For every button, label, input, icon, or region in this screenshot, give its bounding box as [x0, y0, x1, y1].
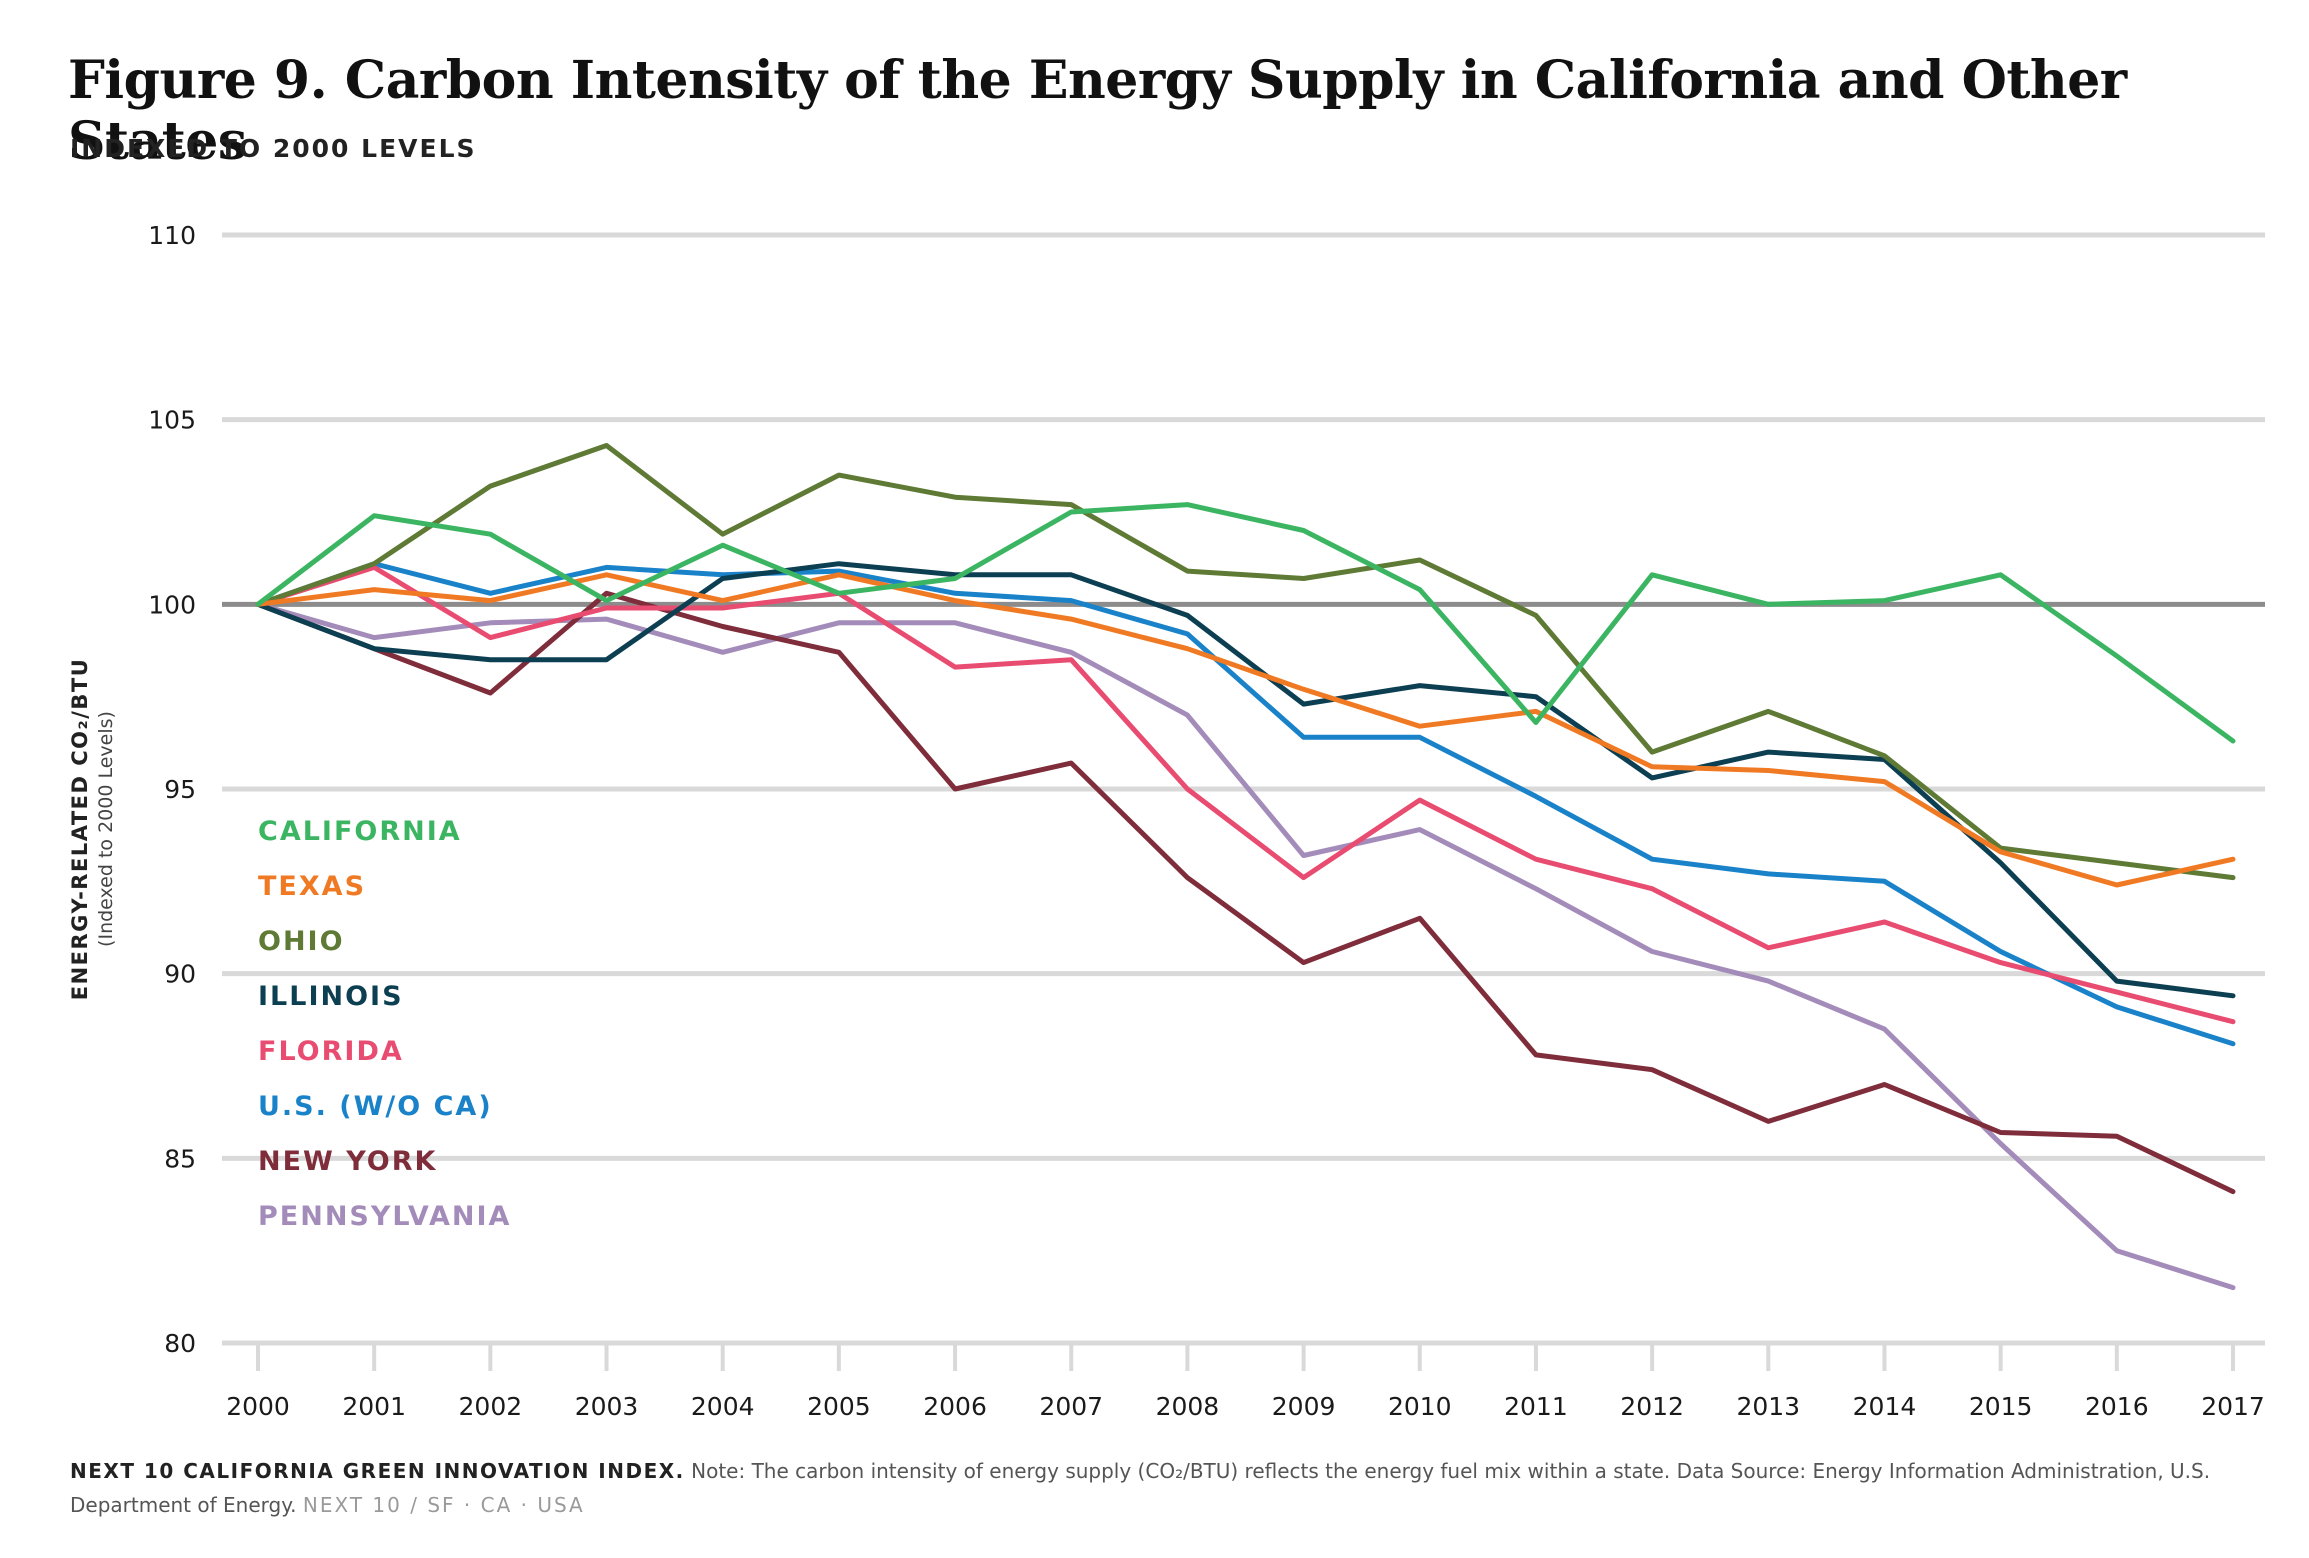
x-tick-label: 2010 [1388, 1392, 1452, 1421]
x-tick-label: 2005 [807, 1392, 871, 1421]
series-line-florida [255, 564, 2236, 1025]
legend: CALIFORNIA TEXAS OHIO ILLINOIS FLORIDA U.S. (… [258, 816, 511, 1232]
y-axis-title: ENERGY-RELATED CO₂/BTU [68, 658, 92, 1001]
x-tick-label: 2012 [1620, 1392, 1684, 1421]
legend-item-texas: TEXAS [258, 871, 366, 902]
y-tick-label: 105 [148, 406, 196, 435]
axes: 80 85 90 95 100 105 110 2000 2001 2002 2003 2004 200… [68, 221, 2265, 1421]
brand-label: NEXT 10 / SF · CA · USA [302, 1493, 585, 1517]
x-tick-label: 2014 [1853, 1392, 1917, 1421]
series-line-pennsylvania [255, 601, 2236, 1291]
x-tick-label: 2006 [923, 1392, 987, 1421]
x-tick-label: 2003 [575, 1392, 639, 1421]
x-tick-label: 2015 [1969, 1392, 2033, 1421]
x-tick-label: 2017 [2201, 1392, 2265, 1421]
y-tick-label: 85 [164, 1144, 196, 1173]
chart-title: Figure 9. Carbon Intensity of the Energy… [68, 50, 2127, 172]
series-line-texas [255, 572, 2236, 888]
x-tick-label: 2016 [2085, 1392, 2149, 1421]
chart-subtitle: INDEXED TO 2000 LEVELS [70, 134, 477, 163]
x-tick-label: 2000 [226, 1392, 290, 1421]
line-chart: 80 85 90 95 100 105 110 2000 2001 2002 2003 2004 200… [68, 221, 2265, 1421]
y-tick-label: 80 [164, 1329, 196, 1358]
x-tick-label: 2007 [1039, 1392, 1103, 1421]
legend-item-pennsylvania: PENNSYLVANIA [258, 1201, 511, 1232]
gridlines [222, 232, 2265, 1346]
y-tick-label: 95 [164, 775, 196, 804]
legend-item-california: CALIFORNIA [258, 816, 462, 847]
source-label: NEXT 10 CALIFORNIA GREEN INNOVATION INDE… [70, 1459, 685, 1483]
series-line-ohio [255, 443, 2236, 881]
series-line-illinois [255, 561, 2236, 999]
x-tick-label: 2009 [1272, 1392, 1336, 1421]
legend-item-ohio: OHIO [258, 926, 345, 957]
y-axis-subtitle: (Indexed to 2000 Levels) [95, 711, 117, 947]
y-tick-label: 100 [148, 590, 196, 619]
legend-item-florida: FLORIDA [258, 1036, 404, 1067]
series-line-u-s-w-o-ca [255, 561, 2236, 1047]
x-tick-label: 2013 [1736, 1392, 1800, 1421]
series-line-california [255, 502, 2236, 744]
x-tick-label: 2011 [1504, 1392, 1568, 1421]
series-lines [255, 443, 2236, 1291]
legend-item-new-york: NEW YORK [258, 1146, 437, 1177]
chart-footnote: NEXT 10 CALIFORNIA GREEN INNOVATION INDE… [70, 1454, 2250, 1522]
y-tick-label: 110 [148, 221, 196, 250]
x-tick-label: 2004 [691, 1392, 755, 1421]
x-tick-label: 2008 [1156, 1392, 1220, 1421]
legend-item-illinois: ILLINOIS [258, 981, 404, 1012]
x-tick-label: 2002 [459, 1392, 523, 1421]
series-line-new-york [255, 590, 2236, 1195]
legend-item-u-s-w-o-ca: U.S. (W/O CA) [258, 1091, 493, 1122]
y-tick-label: 90 [164, 960, 196, 989]
source-note: Note: The carbon intensity of energy sup… [70, 1459, 2211, 1517]
x-tick-label: 2001 [342, 1392, 406, 1421]
